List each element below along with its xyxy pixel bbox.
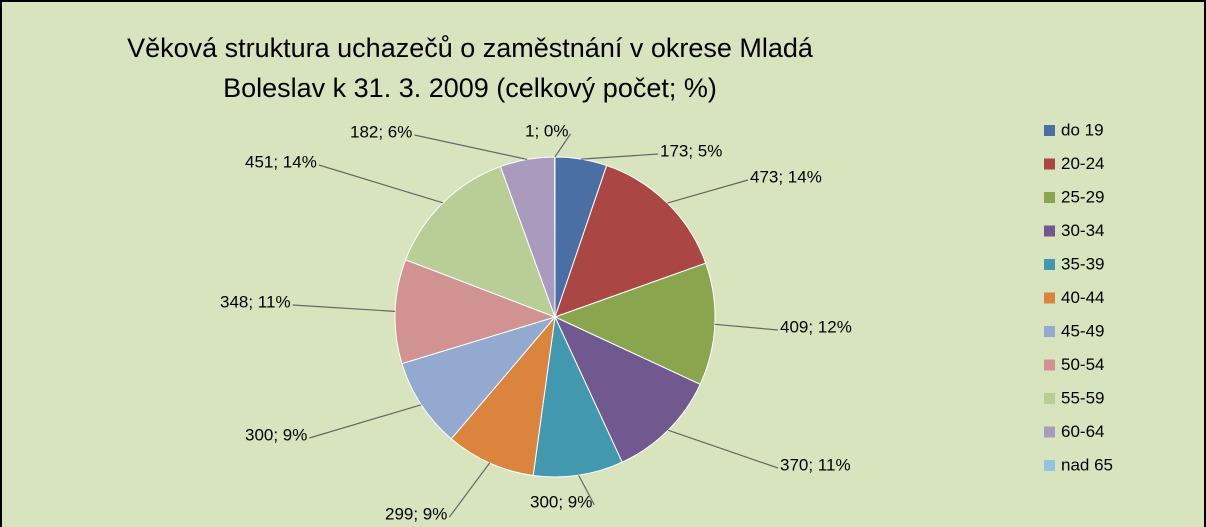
leader-line bbox=[667, 429, 779, 469]
legend-label: nad 65 bbox=[1061, 455, 1113, 474]
legend-label: 60-64 bbox=[1061, 422, 1104, 441]
leader-line bbox=[667, 179, 749, 204]
data-label: 299; 9% bbox=[385, 504, 447, 523]
legend-swatch bbox=[1044, 225, 1055, 237]
data-label: 300; 9% bbox=[245, 425, 307, 444]
pie-slice bbox=[553, 315, 701, 463]
data-label: 409; 12% bbox=[780, 317, 852, 336]
pie-slice bbox=[554, 164, 707, 318]
legend-swatch bbox=[1044, 292, 1055, 304]
pie-slice bbox=[532, 315, 623, 478]
legend-label: 50-54 bbox=[1061, 355, 1104, 374]
legend-label: 40-44 bbox=[1061, 288, 1104, 307]
pie-slice bbox=[553, 262, 716, 385]
leader-line bbox=[581, 153, 659, 160]
legend-swatch bbox=[1044, 460, 1055, 471]
legend-swatch bbox=[1044, 359, 1055, 371]
data-label: 473; 14% bbox=[750, 167, 822, 186]
data-label: 182; 6% bbox=[350, 122, 412, 141]
leader-line bbox=[414, 134, 528, 161]
legend-swatch bbox=[1044, 326, 1055, 337]
pie-slice bbox=[401, 316, 557, 440]
data-label: 370; 11% bbox=[780, 455, 851, 474]
legend-swatch bbox=[1044, 393, 1055, 404]
leader-line bbox=[318, 164, 444, 204]
data-label: 173; 5% bbox=[660, 141, 722, 160]
leader-line bbox=[448, 462, 491, 518]
legend-label: 20-24 bbox=[1061, 154, 1104, 173]
legend-swatch bbox=[1044, 259, 1055, 270]
legend-label: 30-34 bbox=[1061, 221, 1104, 240]
leader-line bbox=[714, 323, 779, 331]
legend-label: 25-29 bbox=[1061, 187, 1104, 206]
data-label: 451; 14% bbox=[245, 152, 317, 171]
chart-title: Věková struktura uchazečů o zaměstnání v… bbox=[127, 33, 814, 63]
data-label: 300; 9% bbox=[530, 492, 592, 511]
leader-line bbox=[292, 304, 396, 312]
data-label: 1; 0% bbox=[525, 121, 568, 140]
pie-slice bbox=[450, 315, 556, 477]
leader-line bbox=[554, 133, 571, 158]
legend-label: 45-49 bbox=[1061, 321, 1104, 340]
leader-line bbox=[578, 474, 595, 506]
chart-title: Boleslav k 31. 3. 2009 (celkový počet; %… bbox=[223, 73, 717, 103]
legend-swatch bbox=[1044, 158, 1055, 170]
legend-label: 35-39 bbox=[1061, 254, 1104, 273]
pie-slice bbox=[394, 259, 557, 365]
legend-swatch bbox=[1044, 426, 1055, 438]
legend-label: 55-59 bbox=[1061, 388, 1104, 407]
legend-label: do 19 bbox=[1061, 120, 1104, 139]
legend-swatch bbox=[1044, 125, 1055, 136]
data-label: 348; 11% bbox=[220, 292, 291, 311]
leader-line bbox=[309, 404, 422, 439]
legend-swatch bbox=[1044, 192, 1055, 203]
